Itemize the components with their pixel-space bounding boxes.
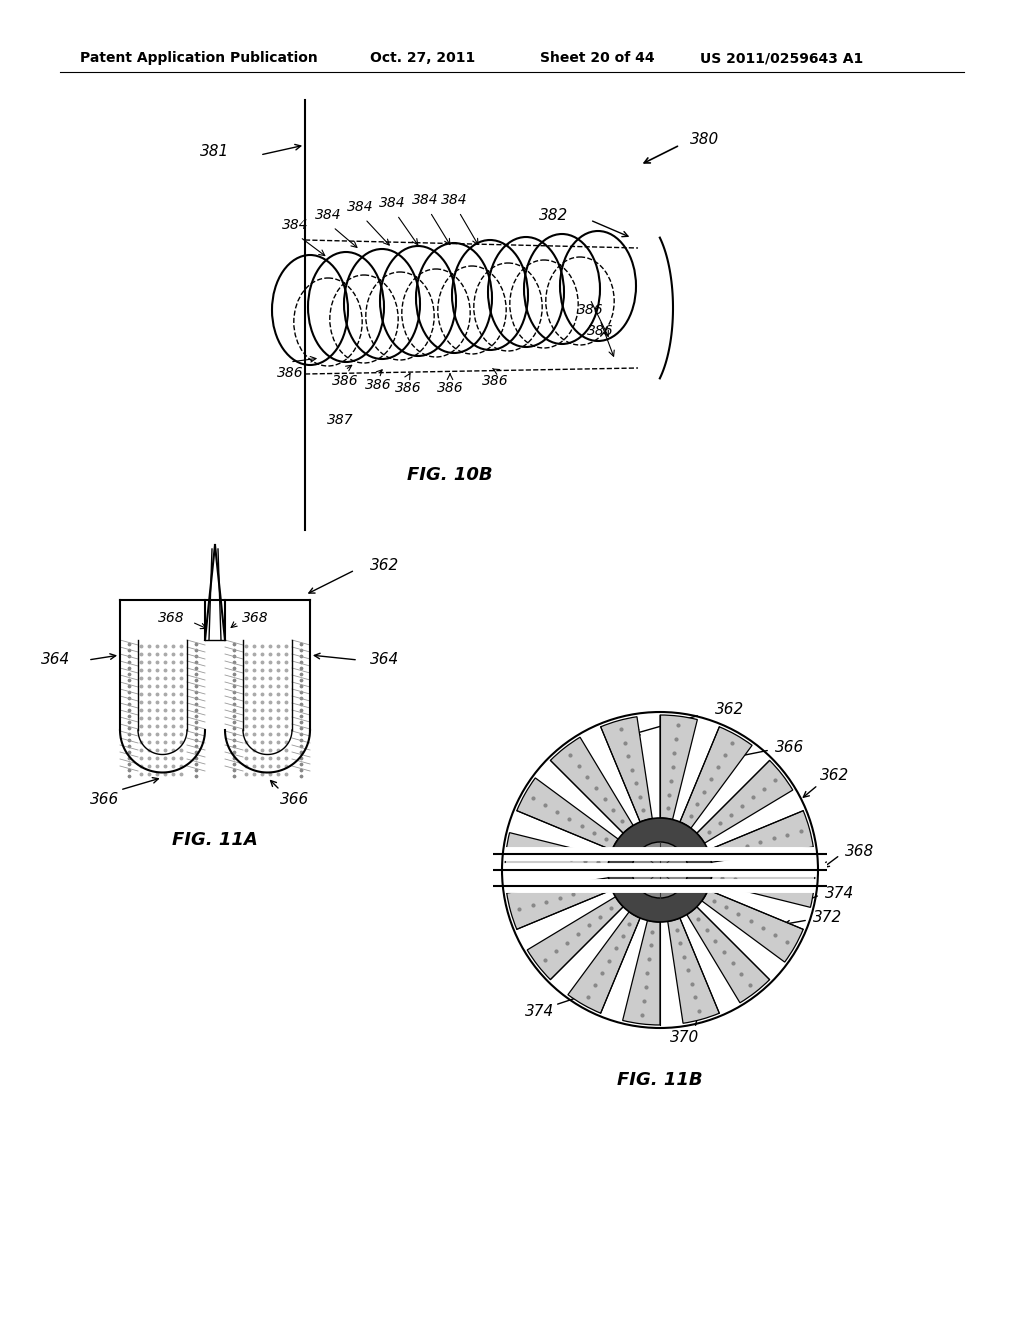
Text: 384: 384 xyxy=(347,201,374,214)
Text: 381: 381 xyxy=(201,144,229,160)
Text: 386: 386 xyxy=(587,323,613,338)
Text: 384: 384 xyxy=(282,218,308,232)
Text: 366: 366 xyxy=(90,792,120,808)
Text: 386: 386 xyxy=(276,366,303,380)
Text: 368: 368 xyxy=(242,611,268,624)
Wedge shape xyxy=(680,727,752,828)
Text: 368: 368 xyxy=(845,845,874,859)
Text: FIG. 11B: FIG. 11B xyxy=(617,1071,702,1089)
Circle shape xyxy=(632,842,688,898)
Text: 382: 382 xyxy=(540,207,568,223)
Text: 386: 386 xyxy=(365,378,391,392)
Text: FIG. 11A: FIG. 11A xyxy=(172,832,258,849)
Wedge shape xyxy=(668,917,719,1023)
Circle shape xyxy=(608,818,712,921)
Text: Oct. 27, 2011: Oct. 27, 2011 xyxy=(370,51,475,65)
Text: 364: 364 xyxy=(41,652,70,668)
Text: 386: 386 xyxy=(577,304,603,317)
Wedge shape xyxy=(660,715,697,820)
Wedge shape xyxy=(701,890,803,962)
Text: 384: 384 xyxy=(314,209,341,222)
Text: 386: 386 xyxy=(332,374,358,388)
Wedge shape xyxy=(696,760,793,843)
Wedge shape xyxy=(708,810,813,862)
Text: 366: 366 xyxy=(281,792,309,808)
Text: US 2011/0259643 A1: US 2011/0259643 A1 xyxy=(700,51,863,65)
Text: 362: 362 xyxy=(820,767,849,783)
Wedge shape xyxy=(623,920,660,1026)
Text: 387: 387 xyxy=(327,413,353,426)
Text: 384: 384 xyxy=(440,193,467,207)
Text: 364: 364 xyxy=(370,652,399,668)
Wedge shape xyxy=(568,912,640,1014)
Text: 384: 384 xyxy=(412,193,438,207)
Wedge shape xyxy=(517,777,618,850)
Text: Sheet 20 of 44: Sheet 20 of 44 xyxy=(540,51,654,65)
Wedge shape xyxy=(527,896,624,979)
Text: 374: 374 xyxy=(825,886,854,900)
Wedge shape xyxy=(687,907,770,1003)
Text: Patent Application Publication: Patent Application Publication xyxy=(80,51,317,65)
Wedge shape xyxy=(711,870,815,907)
Text: 386: 386 xyxy=(394,381,421,395)
Text: 386: 386 xyxy=(436,381,463,395)
Wedge shape xyxy=(507,878,612,929)
Text: 372: 372 xyxy=(813,911,843,925)
Text: 384: 384 xyxy=(379,195,406,210)
Text: 368: 368 xyxy=(159,611,185,624)
Wedge shape xyxy=(550,737,633,833)
Text: 386: 386 xyxy=(481,374,508,388)
Text: 362: 362 xyxy=(715,702,744,718)
Text: 374: 374 xyxy=(525,1005,555,1019)
Text: FIG. 10B: FIG. 10B xyxy=(408,466,493,484)
Text: 370: 370 xyxy=(671,1031,699,1045)
Wedge shape xyxy=(601,717,652,822)
Text: 380: 380 xyxy=(690,132,719,148)
Text: 366: 366 xyxy=(775,741,804,755)
Text: 362: 362 xyxy=(370,557,399,573)
Wedge shape xyxy=(505,833,609,870)
